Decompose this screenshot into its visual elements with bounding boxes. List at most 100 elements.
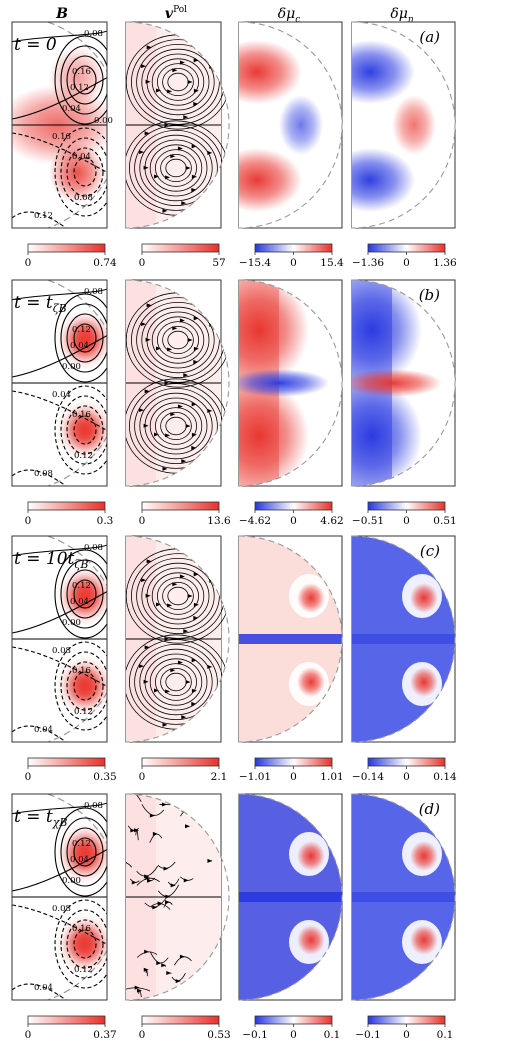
contour-label: 0.12 (72, 581, 91, 591)
colorbar-1-2: 0 57 (139, 243, 226, 269)
contour-label: 0.12 (72, 839, 91, 849)
contour-label: 0.16 (72, 666, 91, 676)
colorbar-min: −1.01 (239, 771, 271, 783)
colorbar-min: −4.62 (239, 515, 271, 527)
colorbar-max: 0.37 (93, 1029, 116, 1041)
contour-label: 0.04 (70, 341, 89, 351)
colorbar-max: 4.62 (320, 515, 343, 527)
colorbar-min: 0 (25, 515, 32, 527)
contour-label: 0.08 (52, 646, 71, 656)
colorbar-mid: 0 (290, 515, 297, 527)
panel-B-2: 0.080.120.040.000.040.160.120.08t = tζB (11, 279, 108, 487)
contour-label: 0.04 (62, 104, 81, 114)
row-2: 0.080.120.040.000.040.160.120.08t = tζB(… (11, 279, 457, 527)
contour-label: 0.08 (52, 904, 71, 914)
contour-label: 0.12 (72, 325, 91, 335)
colorbar-min: 0 (139, 257, 146, 269)
svg-text:B: B (55, 6, 68, 22)
column-header-1: B (55, 6, 68, 22)
svg-text:t = tχB: t = tχB (14, 807, 67, 829)
colorbar-2-1: 0 0.3 (25, 501, 114, 527)
time-label: t = tζB (14, 293, 67, 315)
colorbar-1-4: −1.36 1.36 0 (352, 243, 457, 269)
colorbar-min: −1.36 (352, 257, 384, 269)
contour-label: 0.08 (84, 287, 103, 297)
panel-tag: (a) (419, 28, 440, 46)
colorbar-3-4: −0.14 0.14 0 (352, 757, 457, 783)
contour-label: 0.08 (84, 801, 103, 811)
contour-label: 0.08 (84, 29, 103, 39)
column-header-3: δμc (278, 6, 301, 25)
colorbar-max: 0.53 (207, 1029, 230, 1041)
colorbar-min: −0.1 (242, 1029, 268, 1041)
time-label: t = tχB (14, 807, 67, 829)
contour-label: 0.12 (34, 211, 53, 221)
colorbar-min: −0.14 (352, 771, 384, 783)
colorbar-1-1: 0 0.74 (25, 243, 117, 269)
colorbar-2-4: −0.51 0.51 0 (352, 501, 457, 527)
colorbar-min: 0 (25, 771, 32, 783)
column-header-2: vPol (165, 5, 187, 22)
colorbar-mid: 0 (403, 771, 410, 783)
colorbar-max: 15.4 (320, 257, 344, 269)
panel-dmu-n-3: (c) (351, 535, 456, 743)
colorbar-max: 0.35 (93, 771, 116, 783)
colorbar-1-3: −15.4 15.4 0 (239, 243, 344, 269)
panel-vpol-3 (125, 535, 230, 743)
contour-label: 0.08 (34, 469, 53, 479)
panel-tag: (d) (419, 800, 440, 818)
colorbar-min: 0 (139, 771, 146, 783)
colorbar-max: 2.1 (211, 771, 228, 783)
contour-label: 0.08 (74, 193, 93, 203)
contour-label: 0.04 (52, 390, 71, 400)
colorbar-min: −0.1 (355, 1029, 381, 1041)
contour-label: 0.12 (74, 707, 93, 717)
colorbar-max: 0.3 (97, 515, 114, 527)
panel-dmu-c-4 (238, 793, 343, 1001)
panel-B-1: 0.080.160.120.040.000.160.040.080.12t = … (11, 21, 113, 229)
colorbar-max: 13.6 (207, 515, 231, 527)
colorbar-min: 0 (25, 257, 32, 269)
colorbar-max: 1.01 (320, 771, 343, 783)
colorbar-min: −0.51 (352, 515, 384, 527)
colorbar-mid: 0 (290, 1029, 297, 1041)
colorbar-4-1: 0 0.37 (25, 1015, 117, 1041)
svg-text:t = tζB: t = tζB (14, 293, 67, 315)
colorbar-max: 0.1 (324, 1029, 341, 1041)
panel-tag: (b) (419, 286, 440, 304)
colorbar-3-2: 0 2.1 (139, 757, 228, 783)
colorbar-min: 0 (139, 1029, 146, 1041)
colorbar-min: 0 (25, 1029, 32, 1041)
colorbar-max: 0.1 (437, 1029, 454, 1041)
contour-label: 0.04 (34, 725, 53, 735)
panel-dmu-n-1: (a) (351, 21, 456, 229)
contour-label: 0.04 (72, 152, 91, 162)
contour-label: 0.00 (62, 362, 81, 372)
panel-dmu-n-4: (d) (351, 793, 456, 1001)
time-label: t = 0 (14, 35, 57, 55)
panel-B-4: 0.080.120.040.000.080.160.120.04t = tχB (11, 793, 108, 1001)
contour-label: 0.12 (74, 451, 93, 461)
colorbar-max: 0.51 (433, 515, 456, 527)
colorbar-max: 57 (212, 257, 225, 269)
contour-label: 0.16 (72, 67, 91, 77)
contour-label: 0.16 (72, 410, 91, 420)
contour-label: 0.16 (72, 924, 91, 934)
contour-label: 0.04 (70, 597, 89, 607)
colorbar-3-3: −1.01 1.01 0 (239, 757, 344, 783)
contour-label: 0.04 (34, 983, 53, 993)
contour-label: 0.00 (62, 876, 81, 886)
colorbar-max: 0.14 (433, 771, 457, 783)
colorbar-max: 1.36 (433, 257, 457, 269)
contour-label: 0.12 (70, 83, 89, 93)
colorbar-mid: 0 (290, 257, 297, 269)
panel-vpol-2 (125, 279, 230, 487)
colorbar-3-1: 0 0.35 (25, 757, 117, 783)
colorbar-min: −15.4 (239, 257, 271, 269)
colorbar-2-2: 0 13.6 (139, 501, 231, 527)
colorbar-mid: 0 (290, 771, 297, 783)
panel-vpol-1 (125, 21, 230, 229)
panel-dmu-c-1 (238, 21, 343, 229)
svg-text:δμc: δμc (278, 6, 301, 25)
